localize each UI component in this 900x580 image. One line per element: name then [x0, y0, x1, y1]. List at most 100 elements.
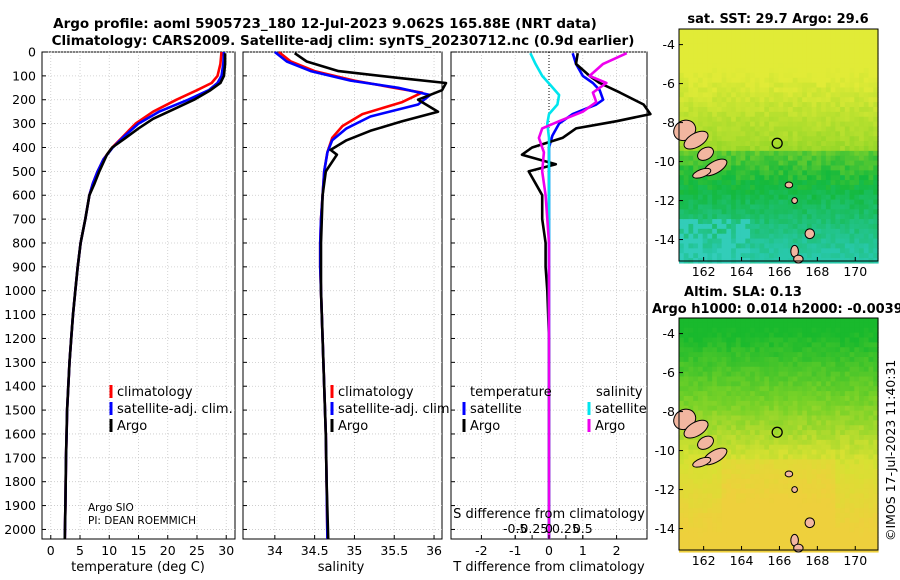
sst-map-cell [811, 155, 818, 162]
sst-map-cell [764, 43, 770, 50]
sst-map-cell [844, 29, 851, 35]
sst-map-cell [821, 184, 827, 191]
sla-map-cell [783, 356, 789, 363]
sst-map-cell [683, 189, 690, 196]
sst-map-cell [754, 184, 761, 191]
sst-map-cell [693, 145, 699, 152]
sla-map-cell [816, 352, 822, 358]
depth-tick-label: 1300 [4, 355, 36, 370]
sst-map-cell [697, 253, 704, 259]
sla-map-cell [840, 395, 846, 402]
sst-map-cell [688, 223, 694, 230]
sst-map-cell [811, 102, 818, 108]
sst-map-cell [849, 33, 855, 40]
sla-map-cell [811, 361, 818, 368]
sla-map-cell [873, 454, 879, 460]
sst-map-cell [769, 67, 775, 74]
sst-map-cell [811, 219, 818, 225]
sst-map-cell [863, 243, 870, 249]
sst-map-cell [863, 189, 870, 196]
sla-map-cell [849, 352, 855, 358]
sla-map-cell [849, 318, 855, 324]
sla-map-cell [792, 420, 799, 426]
sla-map-cell [806, 386, 813, 392]
sst-map-cell [830, 175, 836, 181]
sla-map-cell [683, 386, 690, 392]
sst-map-cell [797, 97, 803, 103]
sst-map-cell [854, 82, 860, 89]
sst-map-cell [844, 253, 851, 259]
sla-map-cell [759, 420, 765, 426]
sst-map-cell [849, 87, 855, 93]
sst-map-cell [721, 63, 727, 69]
sla-map-cell [835, 498, 841, 504]
sla-map-cell [750, 517, 756, 524]
sst-map-cell [759, 92, 765, 98]
sst-map-cell [840, 67, 846, 74]
sla-map-cell [740, 542, 746, 548]
sla-map-cell [859, 454, 865, 460]
sst-map-cell [821, 53, 827, 59]
sla-map-cell [726, 430, 732, 436]
sst-map-cell [740, 106, 746, 113]
sst-map-cell [859, 204, 865, 210]
sst-map-cell [802, 48, 808, 54]
sla-map-cell [731, 337, 737, 343]
sst-map-cell [778, 63, 784, 69]
sla-map-cell [844, 361, 851, 368]
sla-map-cell [840, 415, 846, 421]
sst-map-cell [712, 92, 718, 98]
sla-map-cell [830, 366, 836, 373]
sst-map-cell [726, 209, 732, 215]
sla-map-cell [859, 498, 865, 504]
sst-map-cell [769, 29, 775, 35]
sst-map-cell [854, 199, 860, 206]
sla-map-cell [859, 483, 865, 490]
sla-map-cell [716, 400, 723, 407]
sst-map-cell [821, 126, 827, 132]
sst-map-cell [702, 38, 709, 45]
sla-map-cell [830, 503, 836, 509]
sst-map-cell [783, 53, 789, 59]
sla-map-cell [792, 439, 799, 446]
sst-map-cell [764, 214, 770, 220]
sla-map-cell [745, 381, 751, 387]
sst-map-cell [693, 184, 699, 191]
sla-map-cell [679, 537, 685, 543]
sst-map-cell [754, 155, 761, 162]
sst-map-cell [764, 204, 770, 210]
sla-map-cell [873, 449, 879, 456]
sla-map-cell [697, 508, 704, 514]
sst-map-cell [759, 160, 765, 167]
sla-map-cell [821, 498, 827, 504]
sla-map-cell [693, 488, 699, 495]
sla-map-cell [735, 332, 742, 339]
sst-map-cell [868, 33, 874, 40]
sst-map-cell [726, 121, 732, 128]
sst-map-cell [750, 67, 756, 74]
sst-map-cell [778, 214, 784, 220]
sla-map-cell [740, 454, 746, 460]
sst-map-cell [750, 136, 756, 142]
sst-map-cell [792, 87, 799, 93]
sst-map-cell [821, 116, 827, 123]
sla-map-cell [787, 332, 794, 339]
sla-map-cell [854, 318, 860, 324]
sla-map-cell [740, 332, 746, 339]
sla-map-cell [731, 478, 737, 485]
sla-map-cell [811, 503, 818, 509]
sla-map-cell [683, 498, 690, 504]
sst-map-cell [679, 72, 685, 79]
sla-map-cell [825, 327, 832, 334]
sst-map-cell [750, 29, 756, 35]
sla-map-cell [830, 434, 836, 441]
sst-map-cell [712, 67, 718, 74]
sst-map-cell [745, 43, 751, 50]
sla-map-cell [844, 449, 851, 456]
sla-map-cell [787, 493, 794, 499]
sst-map-cell [731, 199, 737, 206]
sst-map-cell [735, 87, 742, 93]
sst-map-cell [868, 136, 874, 142]
sla-map-cell [802, 478, 808, 485]
sla-map-cell [859, 352, 865, 358]
